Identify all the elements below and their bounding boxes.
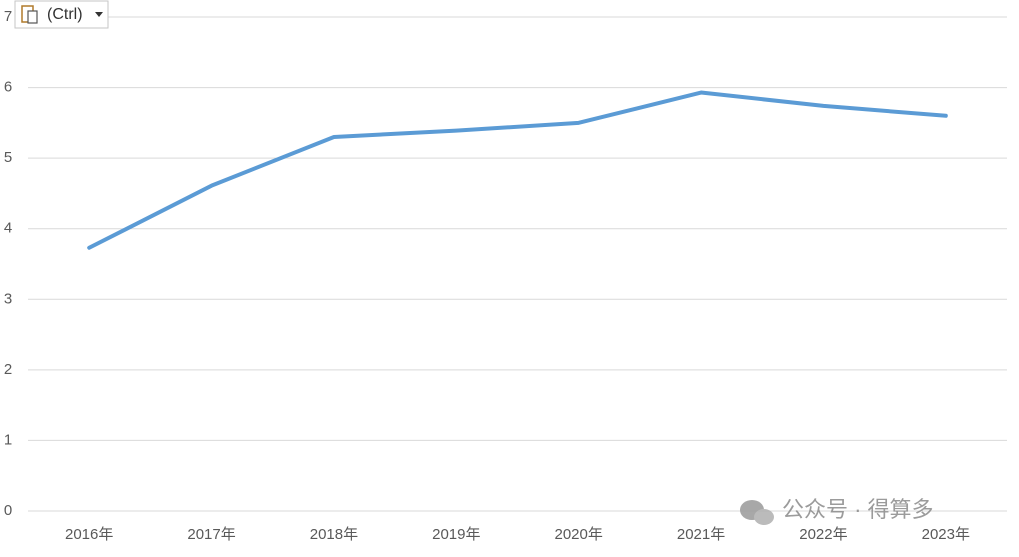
y-tick-label: 1 [4,431,12,448]
dropdown-arrow [95,12,103,17]
x-tick-label: 2018年 [310,526,358,543]
x-tick-label: 2017年 [187,526,235,543]
line [87,90,948,250]
paste-button[interactable]: (Ctrl) [14,0,109,29]
x-tick-label: 2019年 [432,526,480,543]
y-tick-label: 5 [4,149,12,166]
watermark: 公众号 · 得算多 [782,497,934,522]
watermark-icon [754,509,774,525]
y-tick-label: 3 [4,290,12,307]
x-tick-label: 2023年 [922,526,970,543]
y-tick-label: 7 [4,8,12,25]
x-tick-label: 2021年 [677,526,725,543]
y-tick-label: 4 [4,220,12,237]
x-tick-label: 2016年 [65,526,113,543]
x-tick-label: 2022年 [799,526,847,543]
y-tick-label: 0 [4,502,12,519]
paste-label: (Ctrl) [47,6,83,23]
paste-icon [27,10,38,24]
watermark-group: 公众号 · 得算多 [740,497,934,525]
x-tick-label: 2020年 [555,526,603,543]
y-tick-label: 2 [4,361,12,378]
y-tick-label: 6 [4,79,12,96]
